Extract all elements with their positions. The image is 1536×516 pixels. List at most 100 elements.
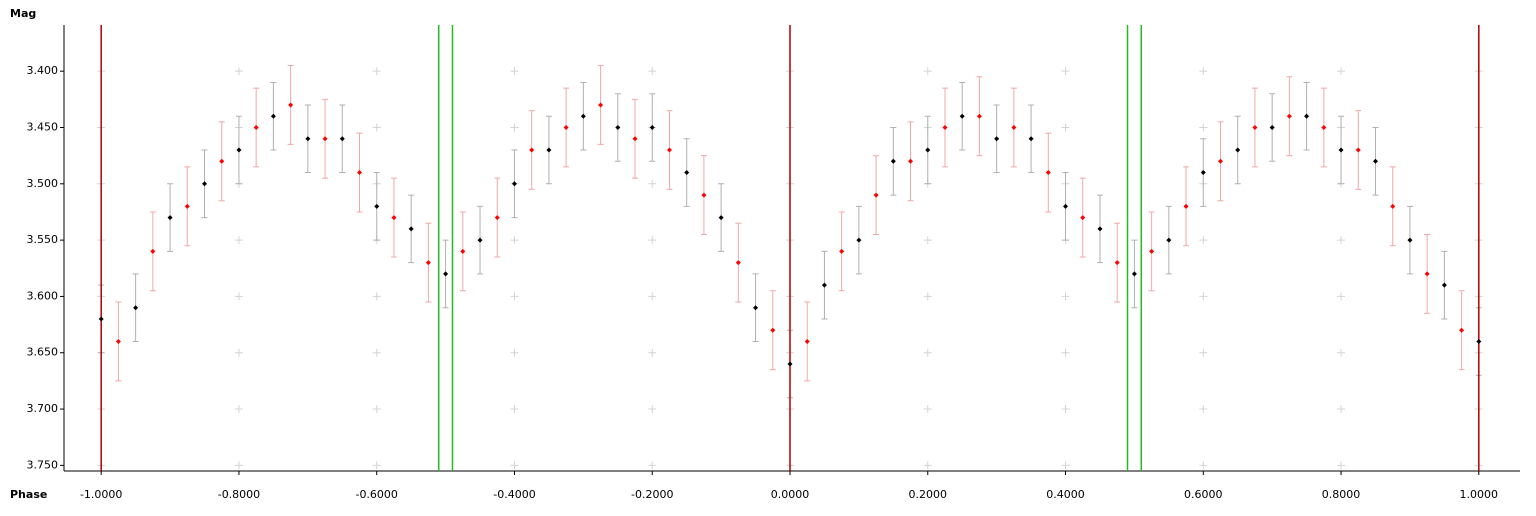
grid-cross <box>372 461 381 470</box>
point <box>1286 113 1292 119</box>
y-axis-label: Mag <box>10 7 36 20</box>
grid-cross <box>1337 461 1346 470</box>
point <box>839 248 845 254</box>
grid-cross <box>510 292 519 301</box>
point <box>1304 113 1310 119</box>
grid-cross <box>1337 348 1346 357</box>
grid-cross <box>1061 348 1070 357</box>
grid-cross <box>923 461 932 470</box>
point <box>529 147 535 153</box>
grid-cross <box>1061 292 1070 301</box>
grid-cross <box>923 236 932 245</box>
point <box>753 305 759 311</box>
point <box>1045 170 1051 176</box>
point <box>184 203 190 209</box>
grid-cross <box>1199 348 1208 357</box>
point <box>494 215 500 221</box>
x-tick-label: 0.2000 <box>909 488 948 501</box>
grid-cross <box>648 179 657 188</box>
grid-cross <box>648 292 657 301</box>
grid-cross <box>372 405 381 414</box>
point <box>1321 124 1327 130</box>
grid-cross <box>234 405 243 414</box>
point <box>443 271 449 277</box>
point <box>115 338 121 344</box>
point <box>1355 147 1361 153</box>
point <box>1218 158 1224 164</box>
point <box>288 102 294 108</box>
point <box>460 248 466 254</box>
grid-cross <box>648 461 657 470</box>
grid-cross <box>234 461 243 470</box>
point <box>356 170 362 176</box>
x-tick-label: -0.8000 <box>218 488 260 501</box>
point <box>925 147 931 153</box>
grid-cross <box>234 348 243 357</box>
point <box>959 113 965 119</box>
point <box>253 124 259 130</box>
point <box>425 260 431 266</box>
point <box>1269 124 1275 130</box>
point <box>202 181 208 187</box>
grid-cross <box>1199 236 1208 245</box>
point <box>873 192 879 198</box>
x-tick-label: 0.8000 <box>1322 488 1361 501</box>
point <box>1407 237 1413 243</box>
point <box>1114 260 1120 266</box>
y-tick-label: 3.750 <box>27 458 59 471</box>
point <box>1011 124 1017 130</box>
point <box>546 147 552 153</box>
point <box>322 136 328 142</box>
x-tick-label: 0.4000 <box>1046 488 1085 501</box>
x-tick-label: -0.2000 <box>631 488 673 501</box>
y-tick-label: 3.700 <box>27 402 59 415</box>
x-tick-label: 1.0000 <box>1460 488 1499 501</box>
point <box>1183 203 1189 209</box>
grid-cross <box>1061 461 1070 470</box>
point <box>684 170 690 176</box>
grid-cross <box>1061 123 1070 132</box>
grid-cross <box>1199 292 1208 301</box>
grid-cross <box>372 67 381 76</box>
point <box>167 215 173 221</box>
point <box>1080 215 1086 221</box>
grid-cross <box>923 292 932 301</box>
point <box>1252 124 1258 130</box>
point <box>1459 327 1465 333</box>
grid-cross <box>510 348 519 357</box>
y-tick-label: 3.550 <box>27 233 59 246</box>
point <box>1028 136 1034 142</box>
point <box>1200 170 1206 176</box>
x-tick-label: -1.0000 <box>80 488 122 501</box>
point <box>666 147 672 153</box>
grid-cross <box>1199 461 1208 470</box>
y-tick-label: 3.600 <box>27 289 59 302</box>
grid-cross <box>923 348 932 357</box>
grid-cross <box>234 67 243 76</box>
point <box>1063 203 1069 209</box>
x-axis-label: Phase <box>10 488 47 501</box>
point <box>1424 271 1430 277</box>
x-tick-label: 0.6000 <box>1184 488 1223 501</box>
point <box>787 361 793 367</box>
point <box>856 237 862 243</box>
point <box>908 158 914 164</box>
grid-cross <box>372 123 381 132</box>
point <box>580 113 586 119</box>
point <box>391 215 397 221</box>
grid-cross <box>234 292 243 301</box>
point <box>1338 147 1344 153</box>
point <box>1441 282 1447 288</box>
point <box>374 203 380 209</box>
point <box>994 136 1000 142</box>
grid-cross <box>1061 67 1070 76</box>
point <box>890 158 896 164</box>
point <box>150 248 156 254</box>
x-tick-label: 0.0000 <box>771 488 810 501</box>
grid-cross <box>510 236 519 245</box>
y-tick-label: 3.650 <box>27 346 59 359</box>
point <box>477 237 483 243</box>
x-tick-label: -0.4000 <box>493 488 535 501</box>
